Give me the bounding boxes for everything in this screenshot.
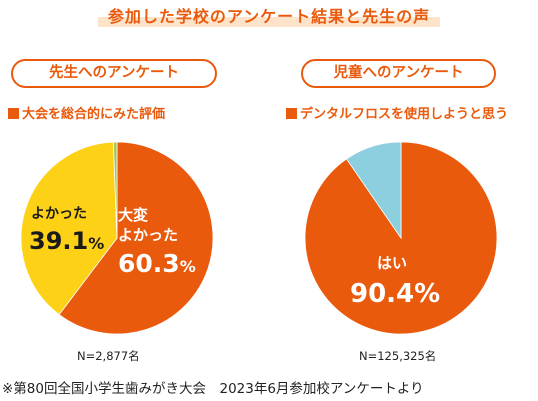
teacher-survey-pill: 先生へのアンケート [11,59,217,88]
student-survey-pill: 児童へのアンケート [301,59,496,88]
slice-value-taihen: 60.3% [118,251,196,276]
teacher-sample-size: N=2,877名 [77,349,140,363]
slice-value-hai-number: 90.4 [350,279,415,309]
slice-value-hai: 90.4% [350,281,440,307]
student-pie-chart [304,141,498,335]
slice-value-taihen-number: 60.3 [118,249,180,278]
student-survey-subtitle-text: デンタルフロスを使用しようと思う [300,107,509,122]
student-survey-subtitle: デンタルフロスを使用しようと思う [286,103,508,122]
slice-label-yokatta: よかった [31,206,87,222]
slice-value-yokatta: 39.1% [29,229,104,253]
bullet-square-icon [8,108,19,119]
teacher-pie-slice-2 [112,141,118,239]
teacher-pie-slice-0 [58,141,214,335]
slice-value-yokatta-unit: % [88,234,105,253]
teacher-pie-chart [20,141,214,335]
bullet-square-icon [286,108,297,119]
slice-value-yokatta-number: 39.1 [29,227,89,255]
student-pie-slice-1 [345,141,402,240]
slice-label-taihen-line2: よかった [118,226,179,244]
teacher-survey-subtitle: 大会を総合的にみた評価 [8,103,165,122]
slice-value-hai-unit: % [414,279,441,309]
slice-label-taihen-line1: 大変 [118,206,149,224]
teacher-survey-subtitle-text: 大会を総合的にみた評価 [22,107,166,122]
slice-value-taihen-unit: % [179,257,196,276]
footnote: ※第80回全国小学生歯みがき大会 2023年6月参加校アンケートより [2,381,424,397]
main-title: 参加した学校のアンケート結果と先生の声 [0,1,538,27]
student-sample-size: N=125,325名 [359,349,437,363]
teacher-pie-slice-1 [20,141,118,316]
main-title-text: 参加した学校のアンケート結果と先生の声 [97,1,441,27]
slice-label-hai: はい [377,254,408,272]
